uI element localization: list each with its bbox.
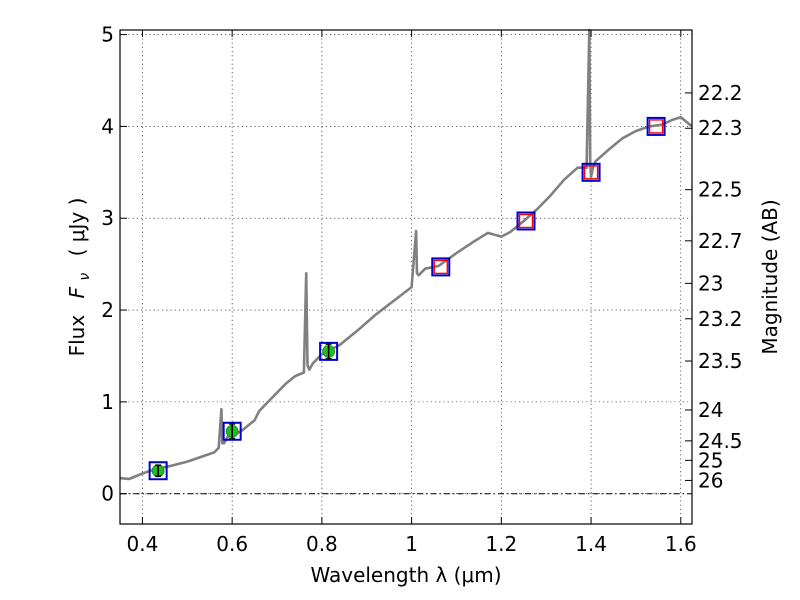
y-tick-label: 1 [101, 390, 114, 414]
mag-tick-label: 22.2 [698, 81, 743, 105]
mag-tick-label: 22.5 [698, 178, 743, 202]
model-photometry-box [516, 211, 536, 231]
x-tick-label: 1.4 [575, 532, 607, 556]
x-axis-label: Wavelength λ (μm) [310, 563, 501, 587]
upper-limit-marker [583, 165, 599, 180]
upper-limit-marker [648, 119, 664, 134]
y-tick-label: 3 [101, 206, 114, 230]
model-photometry-box [319, 341, 339, 361]
y-axis-label-symbol: F [65, 286, 89, 298]
model-photometry-box [581, 162, 601, 182]
mag-tick-label: 26 [698, 468, 723, 492]
ticks-layer: 0.4 0.6 0.8 1 1.2 1.4 1.6012345262524.52423.52… [101, 23, 742, 556]
model-photometry-box [431, 257, 451, 277]
spectrum-line [119, 28, 693, 481]
spectrum-layer [119, 28, 693, 481]
y-tick-label: 2 [101, 298, 114, 322]
upper-limit-marker [433, 259, 448, 275]
x-tick-label: 1 [405, 532, 418, 556]
photometry-layer [148, 116, 666, 481]
x-tick-label: 0.8 [306, 532, 338, 556]
x-tick-label: 0.6 [216, 532, 248, 556]
plot-frame [119, 29, 693, 525]
y-tick-label: 0 [101, 482, 114, 506]
y-axis-label: Flux F ν ( μJy ) [65, 198, 94, 357]
x-tick-label: 1.6 [665, 532, 697, 556]
y-tick-label: 4 [101, 114, 114, 138]
mag-tick-label: 24.5 [698, 429, 743, 453]
model-photometry-box [646, 116, 666, 136]
y-axis-label-prefix: Flux [65, 315, 89, 357]
mag-tick-label: 22.3 [698, 116, 743, 140]
y2-axis-label: Magnitude (AB) [758, 199, 782, 354]
x-tick-label: 0.4 [127, 532, 159, 556]
mag-tick-label: 22.7 [698, 229, 743, 253]
mag-tick-label: 23.2 [698, 307, 743, 331]
y-tick-label: 5 [101, 23, 114, 47]
upper-limit-marker [518, 213, 534, 229]
model-photometry-box [222, 421, 242, 441]
mag-tick-label: 25 [698, 448, 723, 472]
mag-tick-label: 23 [698, 271, 723, 295]
y-axis-label-subscript: ν [77, 273, 93, 281]
x-tick-label: 1.2 [485, 532, 517, 556]
mag-tick-label: 23.5 [698, 349, 743, 373]
mag-tick-label: 24 [698, 398, 723, 422]
y-axis-label-units: ( μJy ) [65, 198, 89, 257]
model-photometry-box [148, 461, 168, 481]
